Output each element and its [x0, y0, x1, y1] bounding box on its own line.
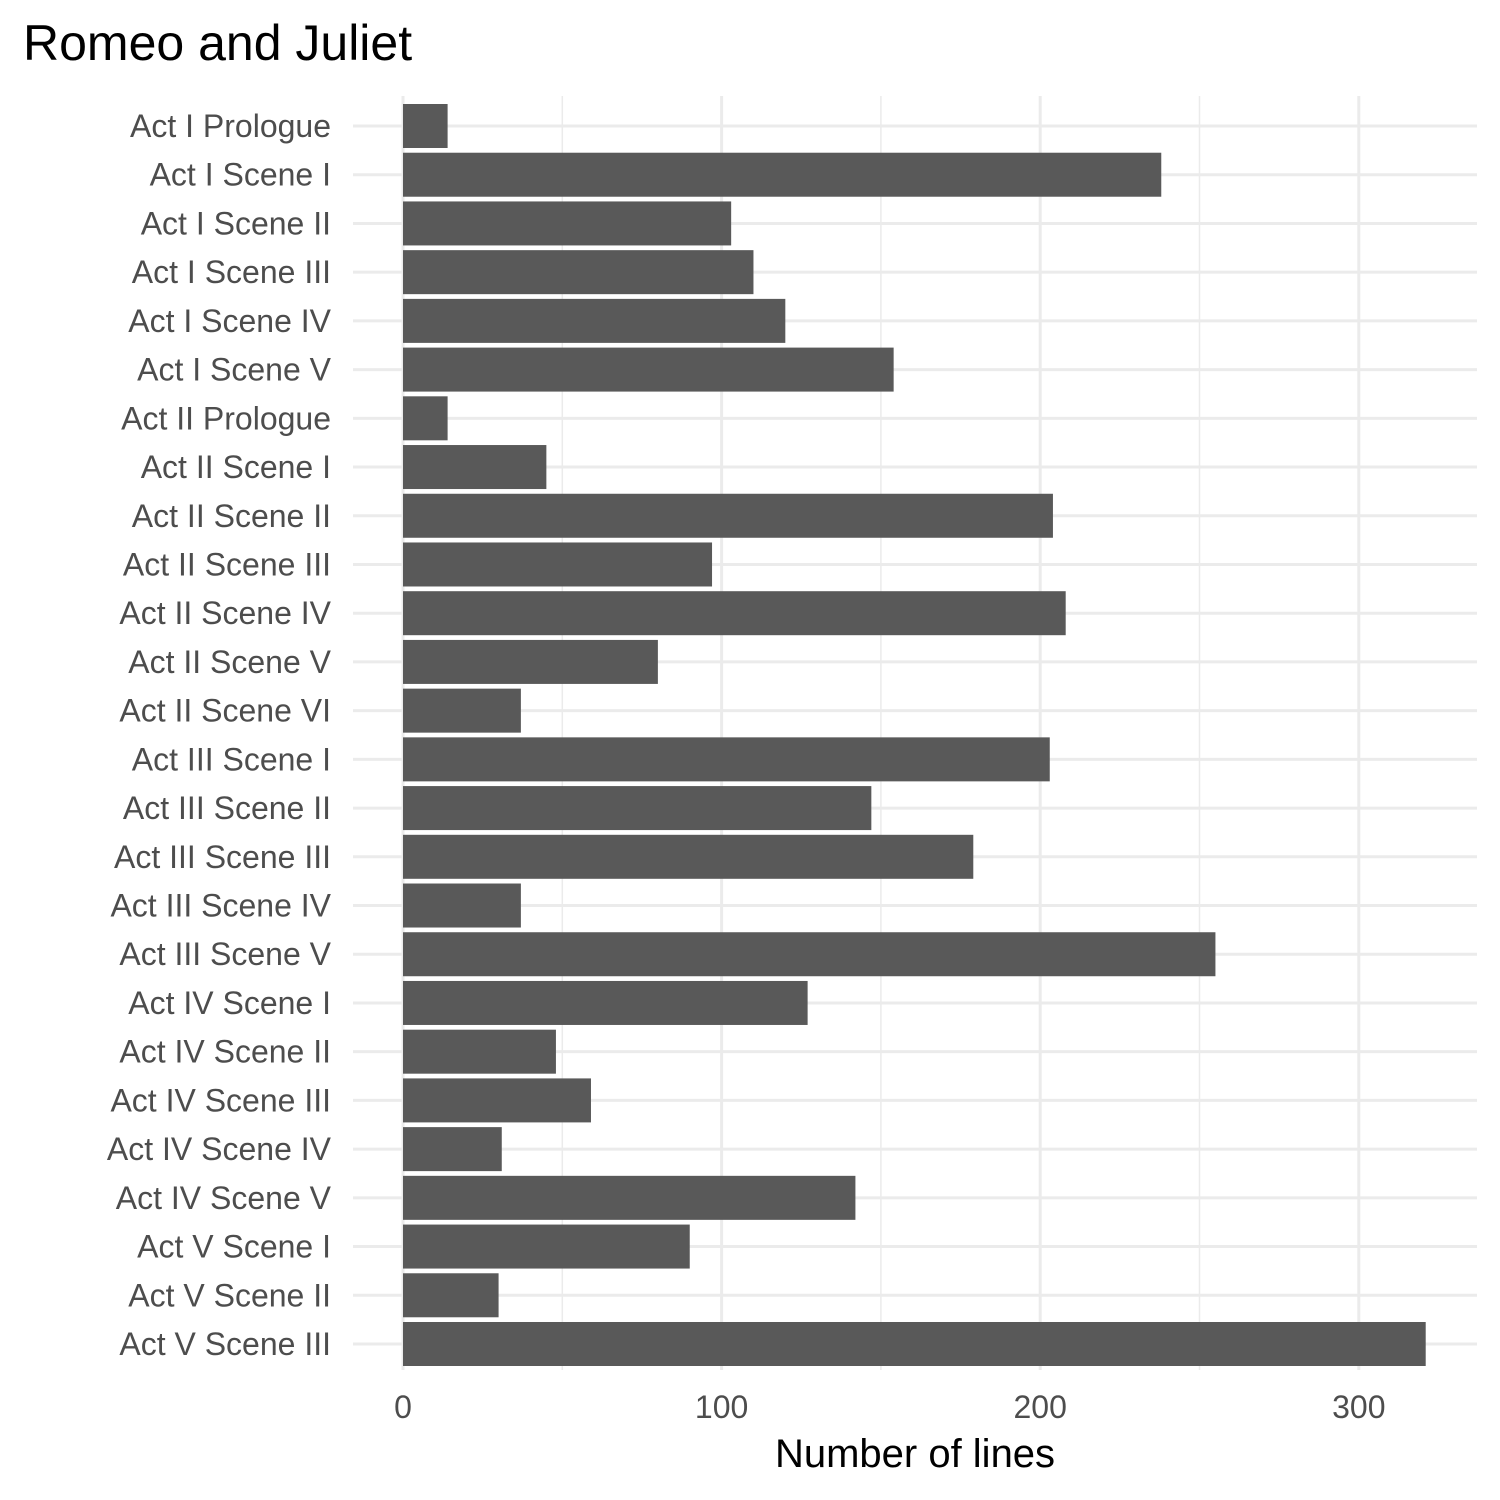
bar	[403, 591, 1066, 636]
bar	[403, 688, 521, 733]
bar	[403, 1127, 502, 1172]
bar	[403, 834, 974, 879]
bar	[403, 298, 786, 343]
y-tick-label: Act IV Scene II	[119, 1034, 331, 1070]
bar	[403, 1224, 690, 1269]
bar	[403, 639, 658, 684]
y-tick-label: Act I Scene I	[150, 157, 331, 193]
y-tick-label: Act IV Scene V	[116, 1180, 332, 1216]
bar	[403, 542, 713, 587]
y-tick-label: Act V Scene II	[128, 1277, 331, 1313]
y-tick-label: Act I Prologue	[130, 108, 331, 144]
y-tick-label: Act III Scene I	[132, 741, 331, 777]
bar	[403, 104, 448, 148]
x-tick-label: 200	[1014, 1389, 1067, 1425]
bar	[403, 493, 1053, 538]
y-axis-labels: Act I Prologue Act I Scene I Act I Scene I…	[107, 108, 332, 1362]
y-tick-label: Act III Scene II	[123, 790, 331, 826]
y-tick-label: Act II Scene IV	[119, 595, 331, 631]
bar	[403, 1029, 556, 1074]
y-tick-label: Act I Scene IV	[128, 303, 331, 339]
y-tick-label: Act IV Scene IV	[107, 1131, 332, 1167]
y-tick-label: Act II Scene III	[123, 546, 331, 582]
x-axis-title: Number of lines	[775, 1432, 1055, 1476]
bar	[403, 786, 872, 831]
bar	[403, 737, 1050, 782]
bar	[403, 1322, 1426, 1366]
bar	[403, 396, 448, 441]
x-tick-label: 0	[394, 1389, 412, 1425]
bar	[403, 1078, 591, 1123]
y-tick-label: Act I Scene V	[137, 352, 332, 388]
bar	[403, 1175, 856, 1220]
y-tick-label: Act II Scene VI	[119, 693, 331, 729]
bar	[403, 980, 808, 1025]
y-tick-label: Act II Scene II	[132, 498, 331, 534]
bar	[403, 201, 732, 246]
bar	[403, 1273, 499, 1318]
y-tick-label: Act V Scene I	[137, 1229, 331, 1265]
y-tick-label: Act V Scene III	[119, 1326, 331, 1362]
y-tick-label: Act II Prologue	[121, 400, 331, 436]
y-tick-label: Act I Scene II	[141, 205, 331, 241]
bar	[403, 347, 894, 392]
bar	[403, 250, 754, 295]
y-tick-label: Act III Scene IV	[110, 888, 331, 924]
y-tick-label: Act II Scene V	[128, 644, 331, 680]
y-tick-label: Act III Scene III	[114, 839, 331, 875]
y-tick-label: Act IV Scene III	[110, 1082, 331, 1118]
x-tick-label: 100	[695, 1389, 748, 1425]
bar	[403, 445, 547, 490]
bar	[403, 883, 521, 928]
chart-title: Romeo and Juliet	[23, 15, 413, 71]
bar	[403, 932, 1216, 977]
y-tick-label: Act I Scene III	[132, 254, 331, 290]
bar	[403, 152, 1162, 197]
y-tick-label: Act III Scene V	[119, 936, 331, 972]
x-axis-labels: 0 100 200 300	[394, 1389, 1385, 1425]
bars	[403, 104, 1426, 1366]
y-tick-label: Act IV Scene I	[128, 985, 331, 1021]
x-tick-label: 300	[1332, 1389, 1385, 1425]
y-tick-label: Act II Scene I	[141, 449, 331, 485]
